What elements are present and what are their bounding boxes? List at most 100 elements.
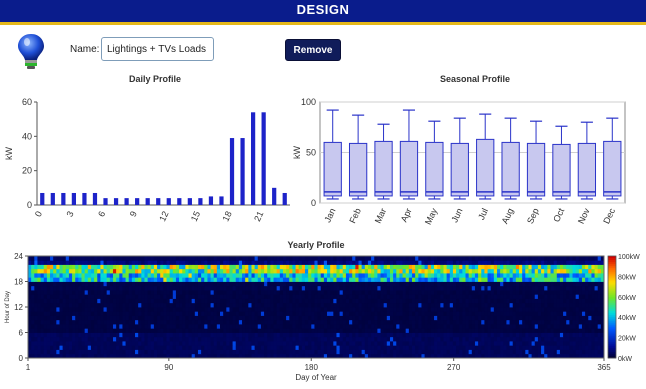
heatmap-cell bbox=[78, 349, 82, 355]
heatmap-cell bbox=[106, 349, 111, 355]
heatmap-cell bbox=[308, 332, 312, 338]
heatmap-cell bbox=[588, 268, 592, 274]
heatmap-cell bbox=[512, 277, 517, 282]
heatmap-cell bbox=[46, 268, 51, 274]
heatmap-cell bbox=[172, 349, 177, 355]
heatmap-cell bbox=[295, 277, 300, 282]
heatmap-cell bbox=[364, 345, 369, 350]
heatmap-cell bbox=[383, 298, 388, 304]
heatmap-cell bbox=[254, 281, 259, 287]
heatmap-cell bbox=[292, 324, 296, 329]
heatmap-cell bbox=[393, 268, 397, 274]
heatmap-cell bbox=[153, 307, 158, 312]
heatmap-cell bbox=[430, 353, 435, 359]
heatmap-cell bbox=[160, 285, 164, 291]
heatmap-cell bbox=[478, 302, 482, 308]
heatmap-cell bbox=[112, 281, 117, 287]
heatmap-cell bbox=[506, 256, 510, 261]
heatmap-cell bbox=[581, 298, 586, 304]
heatmap-cell bbox=[528, 336, 533, 342]
heatmap-cell bbox=[509, 268, 514, 274]
heatmap-cell bbox=[235, 260, 240, 265]
heatmap-cell bbox=[534, 285, 539, 291]
heatmap-cell bbox=[213, 328, 218, 333]
heatmap-cell bbox=[62, 290, 67, 295]
heatmap-cell bbox=[163, 298, 167, 304]
heatmap-cell bbox=[248, 256, 252, 261]
heatmap-cell bbox=[204, 281, 208, 287]
heatmap-cell bbox=[578, 298, 583, 304]
heatmap-cell bbox=[459, 285, 463, 291]
heatmap-cell bbox=[119, 298, 123, 304]
heatmap-cell bbox=[223, 273, 227, 278]
heatmap-cell bbox=[563, 341, 567, 346]
heatmap-cell bbox=[81, 273, 86, 278]
heatmap-cell bbox=[103, 281, 108, 287]
heatmap-cell bbox=[314, 353, 318, 359]
heatmap-cell bbox=[320, 332, 325, 338]
heatmap-cell bbox=[531, 294, 536, 299]
y-tick-label: 40 bbox=[22, 131, 32, 141]
heatmap-cell bbox=[314, 281, 318, 287]
heatmap-cell bbox=[106, 332, 111, 338]
heatmap-cell bbox=[197, 349, 202, 355]
heatmap-cell bbox=[188, 260, 193, 265]
heatmap-cell bbox=[443, 349, 448, 355]
heatmap-cell bbox=[459, 298, 463, 304]
heatmap-cell bbox=[358, 285, 363, 291]
heatmap-cell bbox=[591, 298, 595, 304]
heatmap-cell bbox=[125, 256, 130, 261]
heatmap-cell bbox=[144, 290, 149, 295]
heatmap-cell bbox=[53, 307, 57, 312]
heatmap-cell bbox=[131, 341, 136, 346]
heatmap-cell bbox=[125, 281, 130, 287]
heatmap-cell bbox=[147, 290, 152, 295]
heatmap-cell bbox=[87, 298, 92, 304]
heatmap-cell bbox=[81, 281, 86, 287]
heatmap-cell bbox=[157, 345, 161, 350]
heatmap-cell bbox=[286, 341, 290, 346]
heatmap-cell bbox=[273, 349, 278, 355]
heatmap-cell bbox=[525, 353, 529, 359]
heatmap-cell bbox=[289, 349, 293, 355]
heatmap-cell bbox=[122, 324, 126, 329]
heatmap-cell bbox=[31, 277, 35, 282]
heatmap-cell bbox=[443, 315, 448, 321]
heatmap-cell bbox=[418, 268, 422, 274]
y-tick-label: 24 bbox=[14, 252, 23, 261]
heatmap-cell bbox=[484, 290, 488, 295]
heatmap-cell bbox=[125, 264, 130, 270]
heatmap-cell bbox=[367, 349, 372, 355]
heatmap-cell bbox=[62, 264, 67, 270]
heatmap-cell bbox=[585, 290, 589, 295]
heatmap-cell bbox=[452, 290, 457, 295]
heatmap-cell bbox=[544, 332, 548, 338]
heatmap-cell bbox=[597, 260, 602, 265]
heatmap-cell bbox=[172, 298, 177, 304]
heatmap-cell bbox=[367, 281, 372, 287]
heatmap-cell bbox=[440, 281, 444, 287]
heatmap-cell bbox=[434, 319, 438, 325]
heatmap-cell bbox=[563, 277, 567, 282]
heatmap-cell bbox=[500, 315, 504, 321]
heatmap-cell bbox=[361, 285, 366, 291]
x-tick-label: 6 bbox=[96, 210, 107, 219]
heatmap-cell bbox=[298, 302, 303, 308]
heatmap-cell bbox=[537, 268, 542, 274]
name-input[interactable] bbox=[101, 37, 214, 61]
remove-button[interactable]: Remove bbox=[285, 39, 341, 61]
heatmap-cell bbox=[405, 341, 410, 346]
heatmap-cell bbox=[544, 349, 548, 355]
heatmap-cell bbox=[292, 298, 296, 304]
heatmap-cell bbox=[65, 260, 70, 265]
heatmap-cell bbox=[581, 290, 586, 295]
heatmap-cell bbox=[172, 281, 177, 287]
heatmap-cell bbox=[62, 268, 67, 274]
heatmap-cell bbox=[40, 336, 45, 342]
heatmap-cell bbox=[213, 336, 218, 342]
heatmap-cell bbox=[204, 285, 208, 291]
heatmap-cell bbox=[112, 315, 117, 321]
name-label: Name: bbox=[70, 44, 100, 55]
heatmap-cell bbox=[128, 336, 133, 342]
heatmap-cell bbox=[37, 328, 41, 333]
